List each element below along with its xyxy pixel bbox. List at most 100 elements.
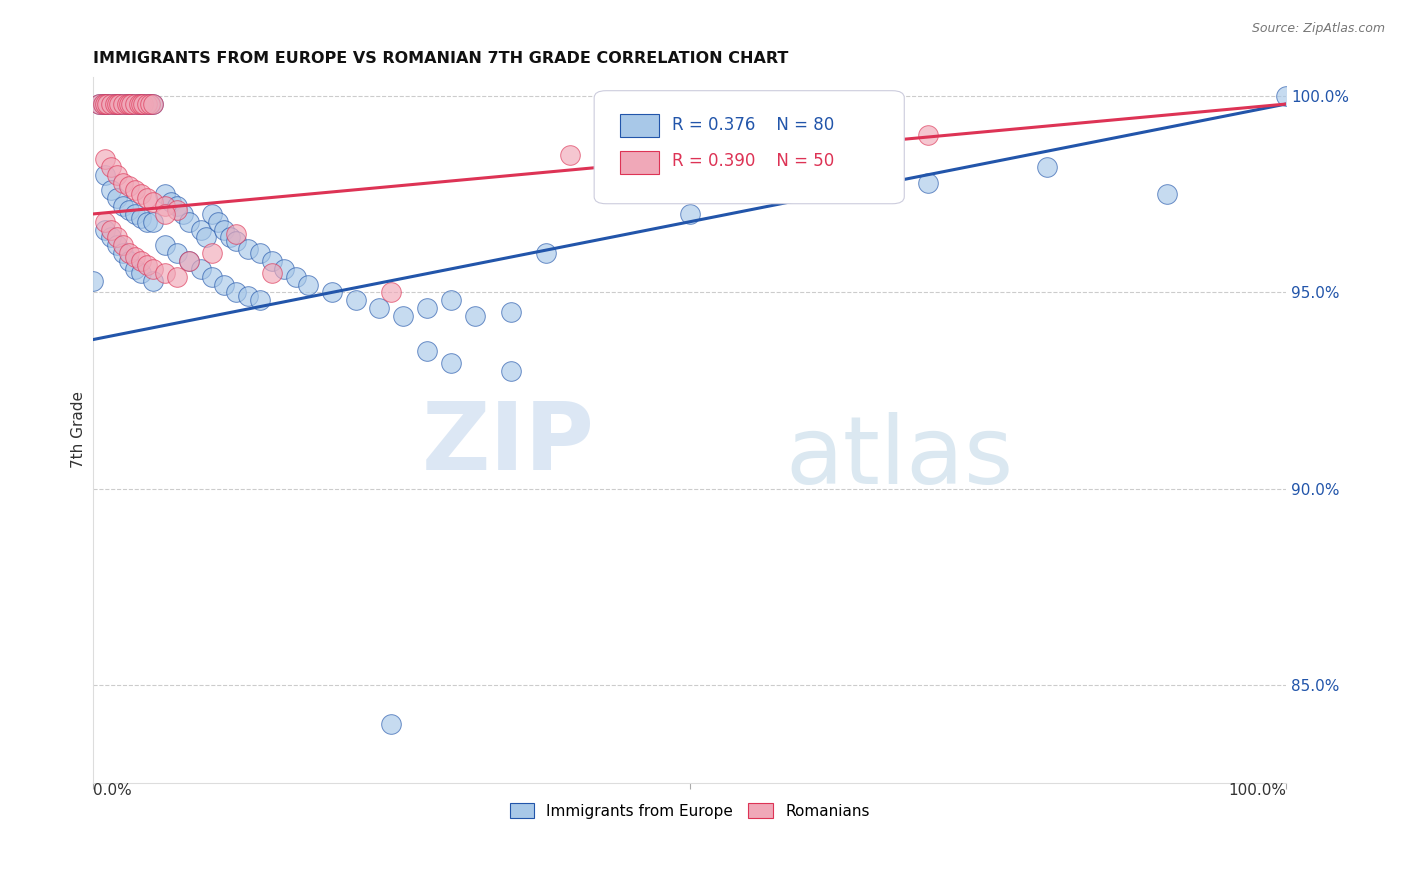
Point xyxy=(111,97,134,112)
Point xyxy=(153,207,176,221)
Point xyxy=(82,274,104,288)
Point xyxy=(128,97,150,112)
Point xyxy=(129,211,152,225)
Point xyxy=(416,344,439,359)
Point xyxy=(190,222,212,236)
Point xyxy=(238,289,260,303)
Point xyxy=(142,274,165,288)
Point xyxy=(536,246,558,260)
Point xyxy=(249,293,271,308)
Point xyxy=(135,97,157,112)
Bar xyxy=(620,114,658,136)
Point xyxy=(142,215,165,229)
Point xyxy=(344,293,367,308)
Point xyxy=(94,215,117,229)
Point xyxy=(120,97,142,112)
Point xyxy=(225,227,247,241)
Point xyxy=(464,309,486,323)
Point xyxy=(201,246,224,260)
Point xyxy=(1036,160,1059,174)
Point xyxy=(284,269,307,284)
Point xyxy=(201,207,224,221)
Point xyxy=(100,183,122,197)
Point xyxy=(128,97,150,112)
Point xyxy=(105,191,128,205)
Point xyxy=(262,266,284,280)
Point xyxy=(100,222,122,236)
Point xyxy=(108,97,131,112)
Point xyxy=(1156,187,1178,202)
Point xyxy=(273,261,295,276)
Point xyxy=(124,261,146,276)
Point xyxy=(142,261,165,276)
Point xyxy=(118,202,141,217)
Point xyxy=(118,246,141,260)
Point xyxy=(91,97,114,112)
Point xyxy=(142,97,165,112)
Point xyxy=(678,207,700,221)
Point xyxy=(153,187,176,202)
Point xyxy=(129,97,152,112)
Text: atlas: atlas xyxy=(785,412,1014,504)
Point xyxy=(124,97,146,112)
Point xyxy=(94,168,117,182)
Bar xyxy=(620,152,658,174)
Point xyxy=(129,187,152,202)
Point xyxy=(118,97,141,112)
Point xyxy=(135,191,157,205)
Point xyxy=(219,230,242,244)
Point xyxy=(238,242,260,256)
FancyBboxPatch shape xyxy=(595,91,904,203)
Point xyxy=(190,261,212,276)
Point xyxy=(105,97,128,112)
Point xyxy=(139,97,162,112)
Point xyxy=(100,230,122,244)
Text: 0.0%: 0.0% xyxy=(93,783,132,798)
Point xyxy=(177,215,200,229)
Point xyxy=(201,269,224,284)
Point xyxy=(94,97,117,112)
Text: Source: ZipAtlas.com: Source: ZipAtlas.com xyxy=(1251,22,1385,36)
Point xyxy=(214,222,236,236)
Point xyxy=(94,222,117,236)
Y-axis label: 7th Grade: 7th Grade xyxy=(72,392,86,468)
Point xyxy=(124,183,146,197)
Point xyxy=(100,97,122,112)
Point xyxy=(118,97,141,112)
Point xyxy=(142,97,165,112)
Point xyxy=(177,254,200,268)
Point xyxy=(172,207,194,221)
Legend: Immigrants from Europe, Romanians: Immigrants from Europe, Romanians xyxy=(503,797,876,825)
Point xyxy=(124,250,146,264)
Point xyxy=(214,277,236,292)
Point xyxy=(139,97,162,112)
Point xyxy=(166,269,188,284)
Point xyxy=(100,97,122,112)
Point xyxy=(105,238,128,252)
Point xyxy=(111,246,134,260)
Point xyxy=(225,235,247,249)
Point xyxy=(94,152,117,166)
Point xyxy=(135,97,157,112)
Point xyxy=(368,301,391,315)
Point xyxy=(135,258,157,272)
Text: ZIP: ZIP xyxy=(422,398,595,490)
Text: R = 0.376    N = 80: R = 0.376 N = 80 xyxy=(672,116,834,134)
Point xyxy=(118,179,141,194)
Point xyxy=(132,97,155,112)
Point xyxy=(153,199,176,213)
Point xyxy=(115,97,138,112)
Point xyxy=(108,97,131,112)
Point xyxy=(124,97,146,112)
Point xyxy=(321,285,343,300)
Point xyxy=(917,128,939,143)
Point xyxy=(142,195,165,210)
Point xyxy=(159,195,181,210)
Point xyxy=(380,717,402,731)
Point xyxy=(111,199,134,213)
Point xyxy=(129,254,152,268)
Point xyxy=(105,168,128,182)
Point xyxy=(96,97,118,112)
Point xyxy=(166,202,188,217)
Point xyxy=(1275,89,1298,103)
